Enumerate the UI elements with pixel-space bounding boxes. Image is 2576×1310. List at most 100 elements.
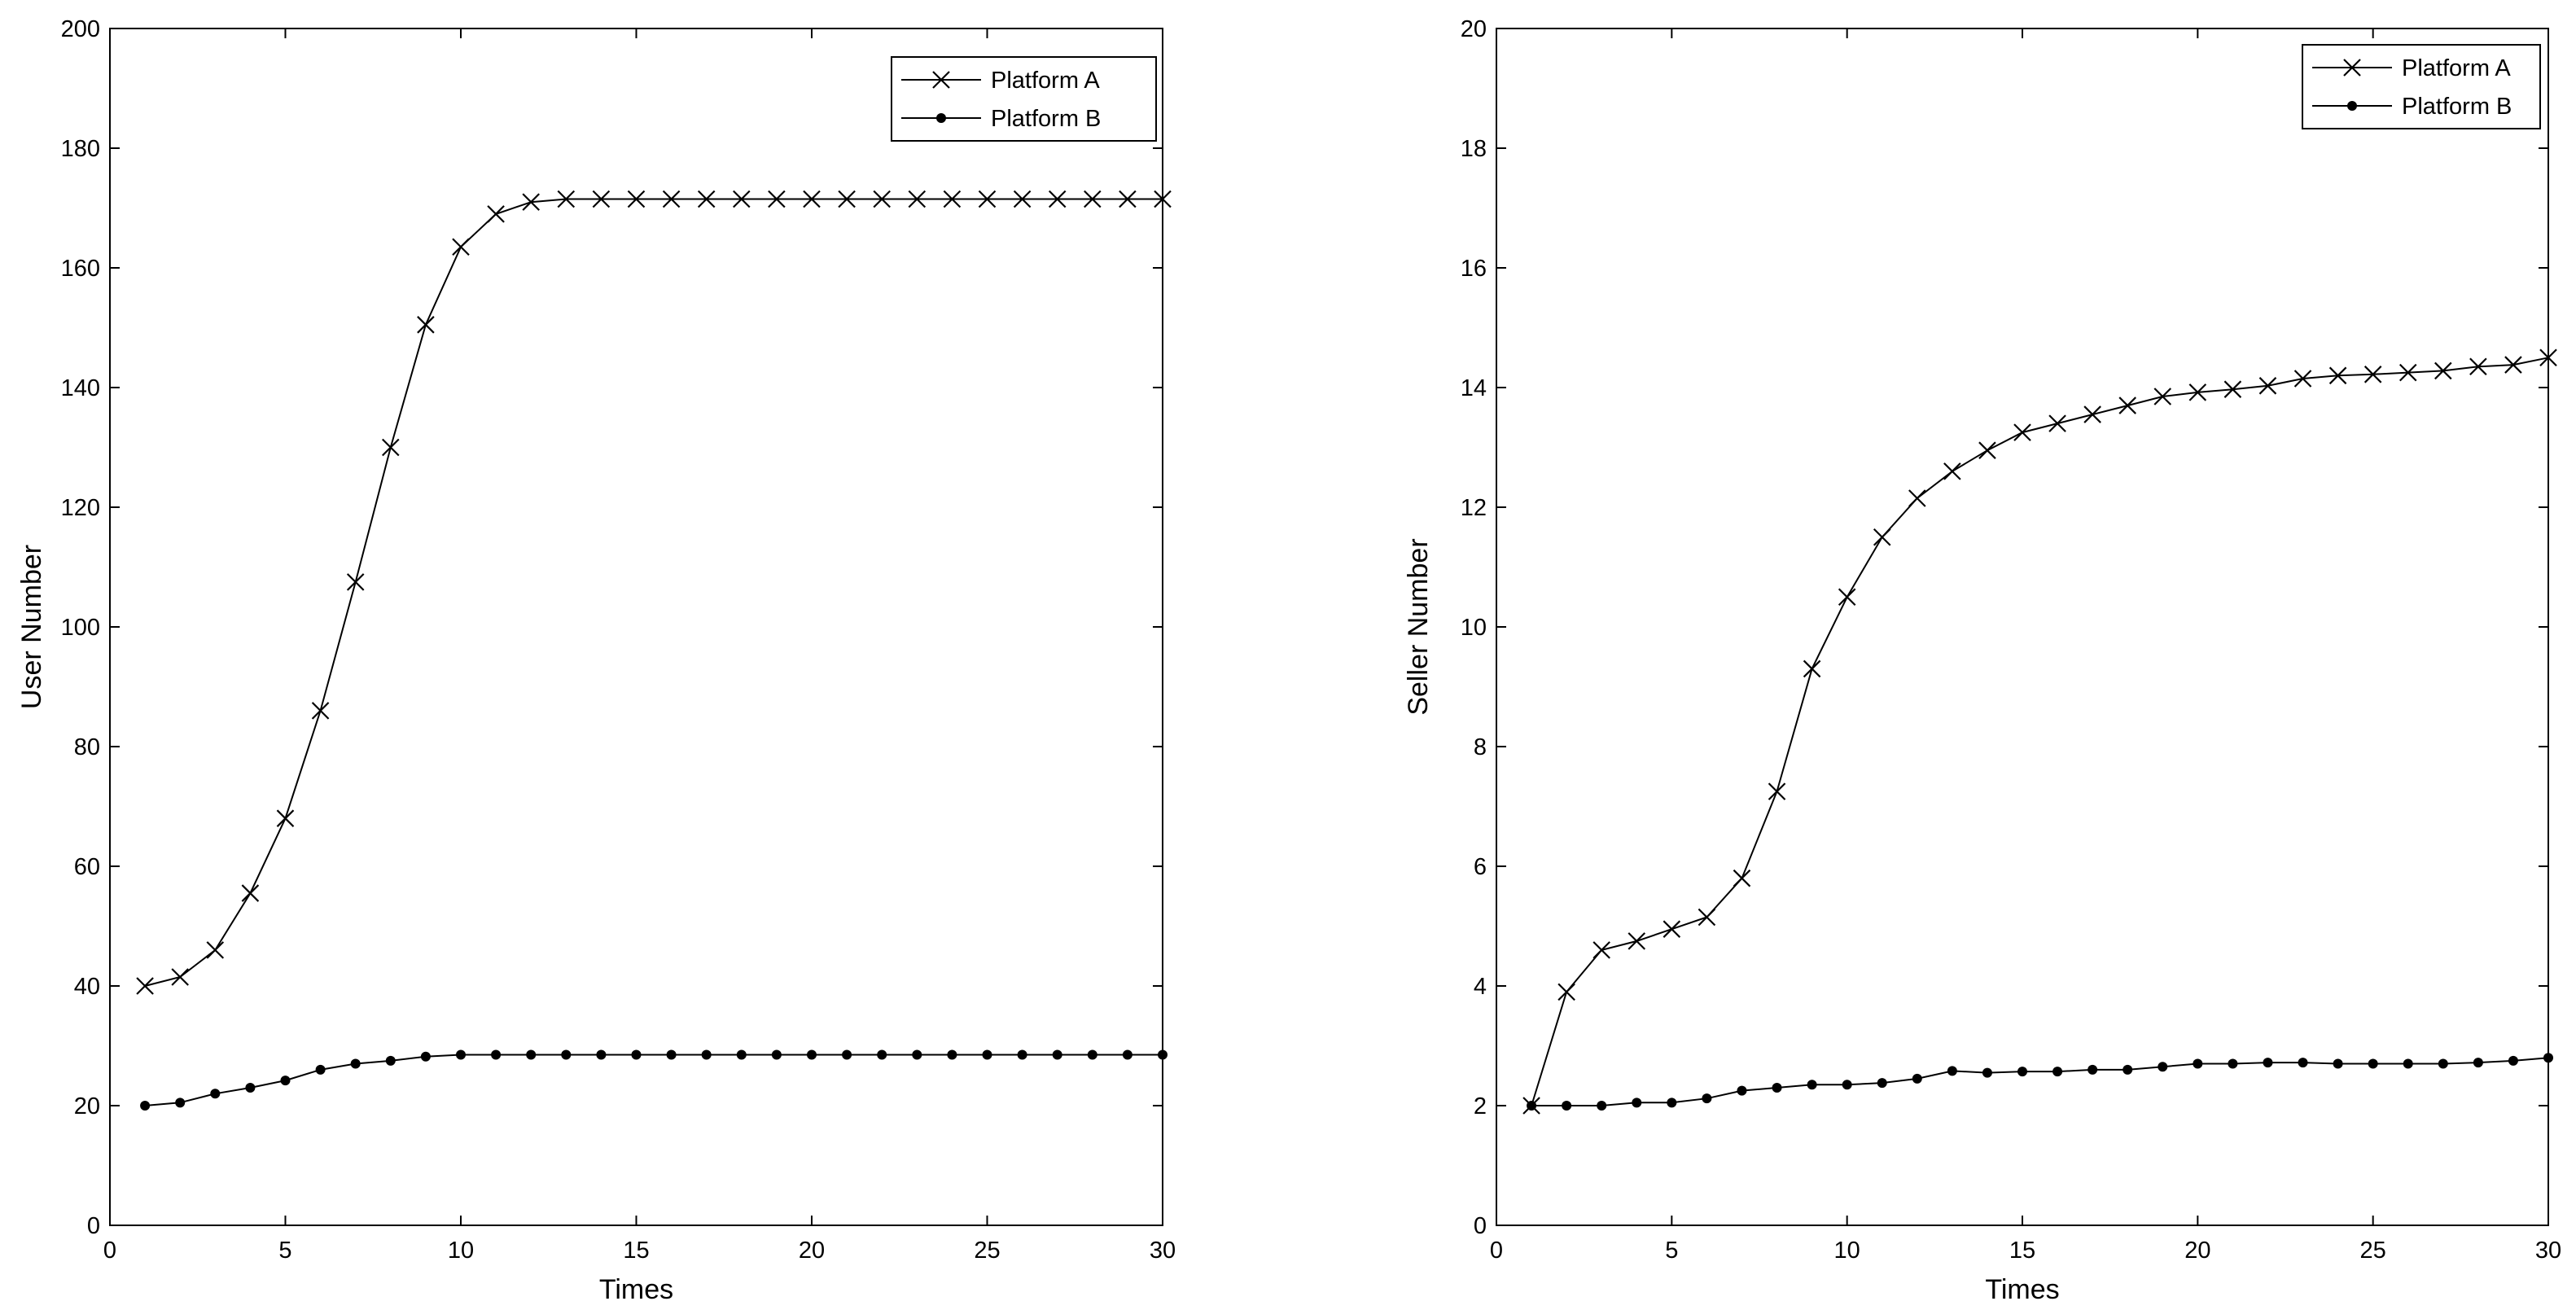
- data-point-dot-marker: [1562, 1101, 1572, 1111]
- x-tick-label: 15: [623, 1238, 649, 1264]
- data-point-x-marker: [417, 316, 435, 334]
- data-point-x-marker: [241, 884, 260, 902]
- chart-2: 0 5 10 15 20 25 30 0 2 4 6 8 10 12 14 16 18 20 Times Seller…: [1403, 16, 2561, 1305]
- data-point-dot-marker: [245, 1082, 256, 1093]
- y-axis-title: User Number: [16, 545, 47, 709]
- data-point-dot-marker: [140, 1101, 151, 1111]
- data-point-x-marker: [382, 438, 400, 457]
- y-tick-label: 100: [61, 615, 100, 641]
- data-point-dot-marker: [491, 1049, 502, 1060]
- x-axis-title: Times: [599, 1274, 673, 1305]
- series-line: [144, 198, 1163, 987]
- y-tick-label: 0: [1474, 1213, 1487, 1239]
- data-point-dot-marker: [280, 1076, 291, 1086]
- legend-label: Platform B: [991, 106, 1101, 132]
- data-point-dot-marker: [1087, 1049, 1097, 1060]
- data-point-dot-marker: [385, 1055, 396, 1066]
- y-axis-title: Seller Number: [1403, 538, 1434, 715]
- data-point-x-marker: [2013, 423, 2031, 441]
- data-point-x-marker: [662, 190, 681, 208]
- data-point-dot-marker: [736, 1049, 747, 1060]
- data-point-x-marker: [1768, 782, 1786, 800]
- x-tick-label: 5: [278, 1238, 291, 1264]
- data-point-x-marker: [1663, 920, 1681, 938]
- data-point-x-marker: [978, 190, 997, 208]
- data-point-dot-marker: [2228, 1058, 2238, 1069]
- y-tick-label: 14: [1461, 375, 1487, 401]
- data-point-x-marker: [2539, 348, 2557, 367]
- legend-x-marker: [932, 71, 950, 89]
- data-point-x-marker: [838, 190, 856, 208]
- x-tick-label: 0: [103, 1238, 116, 1264]
- legend: Platform A Platform B: [891, 56, 1157, 142]
- data-point-dot-marker: [2158, 1062, 2168, 1072]
- data-point-x-marker: [1978, 441, 1996, 459]
- x-tick-label: 30: [2535, 1238, 2561, 1264]
- data-point-dot-marker: [842, 1049, 852, 1060]
- data-point-x-marker: [803, 190, 821, 208]
- x-tick-label: 0: [1490, 1238, 1503, 1264]
- data-point-dot-marker: [315, 1064, 326, 1075]
- data-point-dot-marker: [1737, 1085, 1747, 1096]
- data-point-dot-marker: [456, 1049, 466, 1060]
- data-point-x-marker: [1084, 190, 1102, 208]
- data-point-dot-marker: [1877, 1078, 1887, 1089]
- data-point-dot-marker: [1842, 1080, 1852, 1090]
- data-point-x-marker: [2048, 414, 2066, 432]
- data-point-x-marker: [1698, 908, 1716, 927]
- y-tick-label: 6: [1474, 854, 1487, 880]
- legend-label: Platform A: [2402, 55, 2511, 81]
- data-point-dot-marker: [912, 1049, 922, 1060]
- x-axis-title: Times: [1985, 1274, 2059, 1305]
- data-point-dot-marker: [1527, 1101, 1537, 1111]
- series-platform-a: [136, 190, 1172, 995]
- y-tick-label: 140: [61, 375, 100, 401]
- plot-frame: [109, 28, 1163, 1226]
- data-point-dot-marker: [2403, 1058, 2413, 1069]
- x-tick-label: 20: [799, 1238, 825, 1264]
- y-tick-label: 120: [61, 495, 100, 521]
- data-point-dot-marker: [210, 1089, 221, 1099]
- data-point-x-marker: [2153, 388, 2172, 405]
- data-point-x-marker: [452, 238, 470, 256]
- data-point-dot-marker: [701, 1049, 712, 1060]
- data-point-x-marker: [943, 190, 962, 208]
- data-point-dot-marker: [1667, 1098, 1677, 1108]
- x-tick-label: 10: [448, 1238, 474, 1264]
- data-point-x-marker: [171, 968, 189, 986]
- series-line: [1531, 357, 2549, 1106]
- data-point-dot-marker: [2333, 1058, 2343, 1069]
- data-point-x-marker: [1803, 659, 1821, 678]
- data-point-x-marker: [1628, 932, 1646, 950]
- legend-dot-marker: [2347, 101, 2357, 111]
- data-point-x-marker: [627, 190, 646, 208]
- legend-box: [2302, 44, 2541, 129]
- series-platform-b: [140, 1049, 1168, 1111]
- x-tick-label: 20: [2184, 1238, 2210, 1264]
- data-point-dot-marker: [1052, 1049, 1062, 1060]
- data-point-x-marker: [2328, 366, 2347, 385]
- data-point-dot-marker: [947, 1049, 957, 1060]
- data-point-x-marker: [2223, 380, 2242, 398]
- data-point-x-marker: [1557, 983, 1575, 1001]
- data-point-x-marker: [2258, 377, 2277, 395]
- y-tick-label: 160: [61, 256, 100, 282]
- y-tick-label: 180: [61, 136, 100, 162]
- data-point-x-marker: [2504, 356, 2522, 374]
- data-point-x-marker: [592, 190, 611, 208]
- y-tick-label: 80: [74, 734, 100, 760]
- data-point-x-marker: [1013, 190, 1032, 208]
- data-point-dot-marker: [2438, 1058, 2448, 1069]
- data-point-x-marker: [276, 809, 295, 827]
- x-tick-label: 30: [1150, 1238, 1176, 1264]
- data-point-dot-marker: [631, 1049, 642, 1060]
- series-line: [1531, 1057, 2549, 1106]
- data-point-x-marker: [1838, 588, 1856, 607]
- x-tick-label: 10: [1834, 1238, 1860, 1264]
- data-point-x-marker: [1592, 941, 1610, 959]
- data-point-x-marker: [1873, 528, 1891, 546]
- data-point-x-marker: [1048, 190, 1067, 208]
- y-tick-label: 20: [74, 1093, 100, 1119]
- data-point-x-marker: [206, 941, 225, 959]
- data-point-dot-marker: [877, 1049, 887, 1060]
